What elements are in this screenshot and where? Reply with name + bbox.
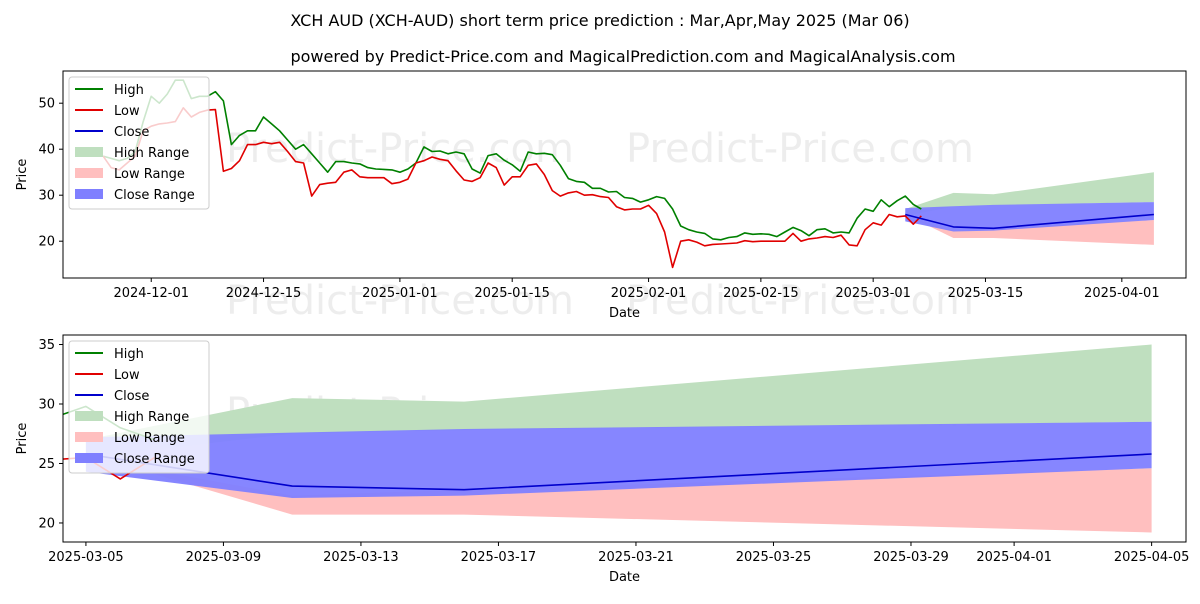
axes-frame [62, 334, 1187, 543]
x-tick-label: 2024-12-15 [226, 286, 302, 301]
y-tick-label: 40 [38, 143, 55, 158]
close-range-band [905, 202, 1154, 232]
y-tick-label: 20 [38, 516, 55, 531]
chart-title: XCH AUD (XCH-AUD) short term price predi… [290, 11, 909, 30]
x-axis-label: Date [609, 306, 640, 321]
x-tick-label: 2025-03-29 [873, 550, 949, 565]
legend-label: High [114, 83, 144, 98]
legend-swatch-patch [75, 411, 103, 421]
y-tick-label: 25 [38, 457, 55, 472]
watermark-left: Predict-Price.com [226, 126, 574, 172]
plot-area [63, 71, 1186, 278]
legend-swatch-patch [75, 432, 103, 442]
legend-box [68, 340, 210, 474]
legend-swatch-patch [75, 453, 103, 463]
x-tick-label: 2025-03-21 [598, 550, 674, 565]
y-tick-label: 30 [38, 398, 55, 413]
x-tick-label: 2025-01-01 [362, 286, 438, 301]
legend-swatch-patch [75, 189, 103, 199]
high-series-line [102, 79, 922, 241]
legend-label: Low Range [114, 431, 185, 446]
x-tick-label: 2025-02-01 [611, 286, 687, 301]
close-series-line [905, 213, 1154, 230]
legend-label: Close [114, 125, 149, 140]
high-range-band [85, 344, 1152, 458]
x-tick-label: 2025-03-05 [48, 550, 124, 565]
legend-label: Close [114, 389, 149, 404]
x-tick-label: 2025-03-13 [323, 550, 399, 565]
legend-label: High [114, 347, 144, 362]
x-tick-label: 2025-03-01 [835, 286, 911, 301]
x-tick-label: 2025-03-17 [461, 550, 537, 565]
watermark-overflow-right: Predict-Price.com [626, 278, 974, 324]
low-range-band [905, 214, 1154, 245]
x-tick-label: 2025-04-01 [1084, 286, 1160, 301]
watermark-right: Predict-Price.com [626, 126, 974, 172]
legend-swatch-patch [75, 168, 103, 178]
x-tick-label: 2025-03-15 [948, 286, 1024, 301]
x-tick-label: 2025-02-15 [723, 286, 799, 301]
x-tick-label: 2024-12-01 [113, 286, 189, 301]
x-tick-label: 2025-03-25 [736, 550, 812, 565]
close-range-band [85, 421, 1152, 498]
x-axis-label: Date [609, 570, 640, 585]
legend-swatch-patch [75, 147, 103, 157]
legend-label: High Range [114, 410, 189, 425]
top-panel: Predict-Price.com Predict-Price.com 20 30 40… [15, 70, 1187, 321]
legend-label: Low [114, 104, 140, 119]
legend-label: Low [114, 368, 140, 383]
low-range-band [85, 454, 1152, 533]
chart-subtitle: powered by Predict-Price.com and Magical… [290, 47, 955, 66]
x-tick-label: 2025-03-09 [186, 550, 262, 565]
x-tick-label: 2025-04-05 [1114, 550, 1190, 565]
watermark-overflow-left: Predict-Price.com [226, 278, 574, 324]
legend-label: High Range [114, 146, 189, 161]
x-tick-label: 2025-04-01 [976, 550, 1052, 565]
legend-label: Low Range [114, 167, 185, 182]
low-series-line [102, 107, 922, 269]
x-tick-label: 2025-01-15 [474, 286, 550, 301]
y-tick-label: 30 [38, 189, 55, 204]
bottom-panel: Predict-Price.comPredict-Price.comPredic… [15, 278, 1190, 585]
y-tick-label: 35 [38, 338, 55, 353]
y-axis-label: Price [15, 423, 30, 455]
axes-frame [62, 70, 1187, 279]
plot-content: Predict-Price.com Predict-Price.com [102, 79, 1154, 269]
y-tick-label: 20 [38, 235, 55, 250]
legend-box [68, 76, 210, 210]
y-axis-label: Price [15, 159, 30, 191]
y-tick-label: 50 [38, 97, 55, 112]
high-range-band [905, 172, 1154, 216]
legend-label: Close Range [114, 188, 195, 203]
legend-label: Close Range [114, 452, 195, 467]
